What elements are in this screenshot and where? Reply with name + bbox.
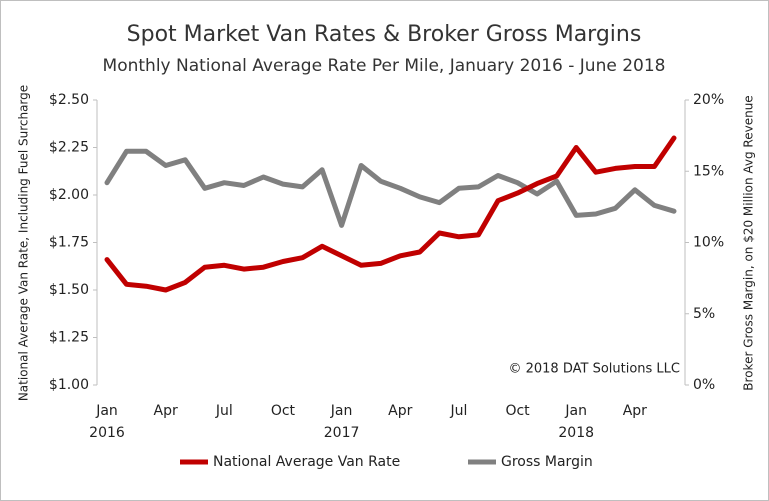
y2-tick-label: 0% — [693, 377, 715, 393]
legend-label: National Average Van Rate — [213, 454, 400, 470]
x-tick-label: Jul — [449, 403, 467, 419]
y-tick-label: $1.25 — [49, 330, 89, 346]
y-tick-label: $1.75 — [49, 235, 89, 251]
series-line — [104, 135, 677, 293]
x-group-label: 2016 — [89, 425, 125, 441]
copyright-annotation: © 2018 DAT Solutions LLC — [508, 362, 680, 377]
x-tick-label: Jul — [215, 403, 233, 419]
x-tick-label: Jan — [564, 403, 587, 419]
legend-label: Gross Margin — [501, 454, 593, 470]
y2-tick-label: 10% — [693, 235, 724, 251]
x-tick-label: Oct — [505, 403, 530, 419]
x-tick-label: Apr — [388, 403, 412, 419]
y-tick-label: $1.50 — [49, 282, 89, 298]
x-group-label: 2018 — [558, 425, 594, 441]
x-group-label: 2017 — [324, 425, 360, 441]
y-tick-label: $2.00 — [49, 187, 89, 203]
y2-tick-label: 15% — [693, 163, 724, 179]
y-tick-label: $2.25 — [49, 140, 89, 156]
y2-tick-label: 20% — [693, 92, 724, 108]
x-tick-label: Apr — [154, 403, 178, 419]
x-tick-label: Jan — [95, 403, 118, 419]
x-tick-label: Oct — [271, 403, 296, 419]
y-tick-label: $2.50 — [49, 92, 89, 108]
x-tick-label: Jan — [330, 403, 353, 419]
x-tick-label: Apr — [623, 403, 647, 419]
y-tick-label: $1.00 — [49, 377, 89, 393]
chart-title: Spot Market Van Rates & Broker Gross Mar… — [127, 22, 642, 47]
series-line — [104, 148, 677, 228]
y-axis-label: National Average Van Rate, Including Fue… — [17, 85, 31, 401]
y2-axis-label: Broker Gross Margin, on $20 Million Avg … — [742, 95, 756, 390]
y2-tick-label: 5% — [693, 306, 715, 322]
chart-subtitle: Monthly National Average Rate Per Mile, … — [103, 56, 666, 76]
